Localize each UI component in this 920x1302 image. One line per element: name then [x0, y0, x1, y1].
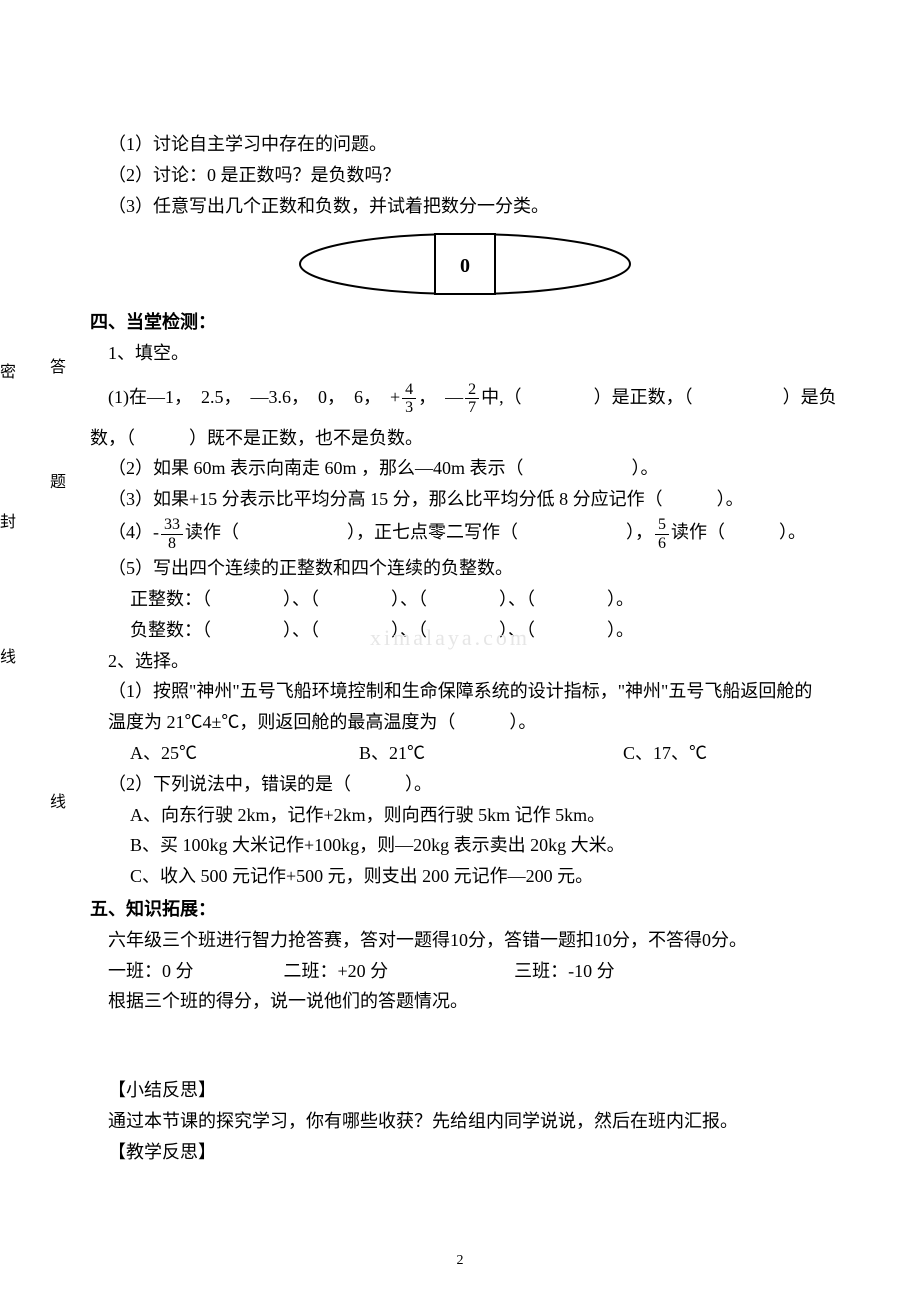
q1-1-frac2: 27 — [465, 381, 479, 417]
q1-4-text-a: （4）- — [108, 522, 159, 542]
svg-text:0: 0 — [460, 255, 470, 277]
q1-4-text-b: 读作（ ），正七点零二写作（ ）， — [185, 522, 653, 542]
q2-2-b: B、买 100kg 大米记作+100kg，则—20kg 表示卖出 20kg 大米… — [130, 831, 840, 860]
q2-1-opts: A、25℃ B、21℃ C、17、℃ — [130, 739, 840, 768]
summary-l1: 通过本节课的探究学习，你有哪些收获？先给组内同学说说，然后在班内汇报。 — [108, 1107, 840, 1136]
q2-2: （2）下列说法中，错误的是（ ）。 — [108, 770, 840, 799]
margin-feng: 封 — [0, 510, 16, 536]
q1-1-text-c: 中,（ ）是正数，（ ）是负 — [481, 387, 837, 407]
q1-1-text-b: ， — — [418, 387, 463, 407]
q1-4-text-c: 读作（ ）。 — [671, 522, 806, 542]
oval-diagram: 0 — [295, 230, 635, 298]
s5-l3: 根据三个班的得分，说一说他们的答题情况。 — [108, 987, 840, 1016]
q1-1-frac1: 43 — [402, 381, 416, 417]
section5-header: 五、知识拓展： — [90, 895, 840, 924]
q1-5-neg: 负整数：（ ）、（ ）、（ ）、（ ）。 — [130, 616, 840, 645]
page-content: （1）讨论自主学习中存在的问题。 （2）讨论：0 是正数吗？是负数吗？ （3）任… — [90, 130, 840, 1167]
q1-4-frac1: 338 — [161, 516, 183, 552]
q1-4: （4）-338读作（ ），正七点零二写作（ ），56读作（ ）。 — [108, 516, 840, 552]
q1-3: （3）如果+15 分表示比平均分高 15 分，那么比平均分低 8 分应记作（ ）… — [108, 485, 840, 514]
q1-5: （5）写出四个连续的正整数和四个连续的负整数。 — [108, 554, 840, 583]
q1-5-pos: 正整数：（ ）、（ ）、（ ）、（ ）。 — [130, 585, 840, 614]
summary-h2: 【教学反思】 — [108, 1138, 840, 1167]
q2-1-a: （1）按照"神州"五号飞船环境控制和生命保障系统的设计指标，"神州"五号飞船返回… — [108, 677, 840, 706]
s5-l1: 六年级三个班进行智力抢答赛，答对一题得10分，答错一题扣10分，不答得0分。 — [108, 926, 840, 955]
margin-da: 答 — [50, 355, 66, 381]
q2-2-c: C、收入 500 元记作+500 元，则支出 200 元记作—200 元。 — [130, 862, 840, 891]
discussion-2: （2）讨论：0 是正数吗？是负数吗？ — [108, 161, 840, 190]
q1-4-frac2: 56 — [655, 516, 669, 552]
q2-header: 2、选择。 — [108, 647, 840, 676]
discussion-3: （3）任意写出几个正数和负数，并试着把数分一分类。 — [108, 192, 840, 221]
q2-1-b: 温度为 21℃4±℃，则返回舱的最高温度为（ ）。 — [108, 708, 840, 737]
margin-ti: 题 — [50, 470, 66, 496]
s5-l2: 一班：0 分 二班：+20 分 三班：-10 分 — [108, 957, 840, 986]
q1-1-text-a: (1)在—1， 2.5， —3.6， 0， 6， + — [108, 387, 400, 407]
discussion-1: （1）讨论自主学习中存在的问题。 — [108, 130, 840, 159]
margin-xian2: 线 — [50, 790, 66, 816]
q1-2: （2）如果 60m 表示向南走 60m ，那么—40m 表示（ ）。 — [108, 454, 840, 483]
page-number: 2 — [457, 1250, 464, 1272]
q1-header: 1、填空。 — [108, 339, 840, 368]
margin-xian1: 线 — [0, 645, 16, 671]
margin-mi: 密 — [0, 360, 16, 386]
summary-h1: 【小结反思】 — [108, 1076, 840, 1105]
q2-2-a: A、向东行驶 2km，记作+2km，则向西行驶 5km 记作 5km。 — [130, 801, 840, 830]
q1-1: (1)在—1， 2.5， —3.6， 0， 6， +43， —27中,（ ）是正… — [108, 378, 840, 418]
q1-1d: 数，（ ）既不是正数，也不是负数。 — [90, 424, 840, 453]
section4-header: 四、当堂检测： — [90, 308, 840, 337]
